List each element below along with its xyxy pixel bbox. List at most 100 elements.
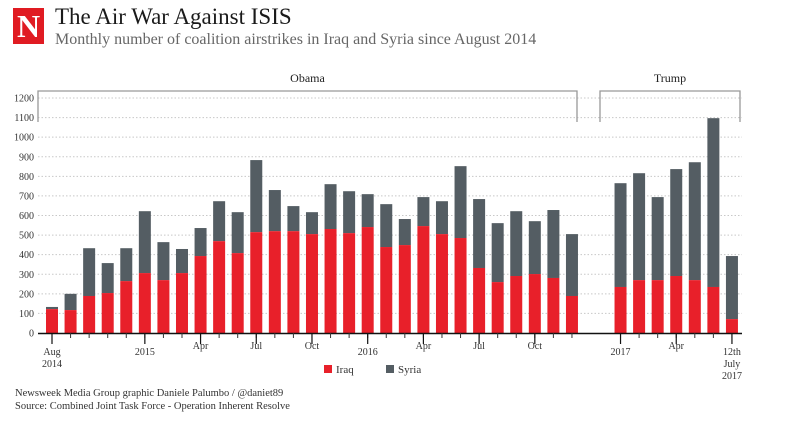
chart-subtitle: Monthly number of coalition airstrikes i… (55, 31, 537, 48)
x-tick-label: Oct (528, 341, 543, 352)
y-tick-label: 700 (19, 191, 34, 202)
bar-iraq (250, 232, 263, 333)
bar-iraq (510, 276, 523, 333)
bar-syria (120, 248, 133, 282)
bar-syria (175, 248, 188, 274)
bar-iraq (435, 234, 448, 333)
x-tick-label: Apr (416, 341, 432, 352)
bar-iraq (287, 231, 300, 333)
bar-iraq (528, 274, 541, 333)
bar-syria (547, 210, 560, 278)
bar-iraq (64, 310, 77, 333)
x-tick-label: Apr (668, 341, 684, 352)
bar-syria (138, 211, 151, 274)
bar-syria (614, 183, 627, 287)
bar-iraq (231, 253, 244, 333)
source-line: Source: Combined Joint Task Force - Oper… (15, 401, 290, 412)
bar-syria (343, 191, 356, 234)
x-tick-label: 2017 (611, 347, 631, 358)
bar-syria (268, 190, 281, 232)
bar-syria (670, 169, 683, 277)
bar-syria (157, 242, 170, 281)
y-tick-label: 600 (19, 211, 34, 222)
bar-syria (305, 212, 318, 235)
bar-iraq (83, 295, 96, 333)
bar-iraq (417, 226, 430, 333)
y-tick-label: 400 (19, 250, 34, 261)
bar-iraq (175, 273, 188, 333)
bar-syria (324, 184, 337, 230)
y-tick-label: 1100 (14, 113, 34, 124)
y-tick-label: 0 (29, 329, 34, 340)
bar-iraq (157, 280, 170, 333)
bar-iraq (324, 229, 337, 333)
bar-iraq (361, 227, 374, 333)
logo-letter: N (16, 8, 41, 44)
y-tick-label: 500 (19, 231, 34, 242)
bar-syria (651, 197, 664, 281)
bar-syria (491, 223, 504, 283)
x-tick-label: Jul (473, 341, 485, 352)
bar-iraq (454, 238, 467, 333)
bar-iraq (343, 233, 356, 333)
bar-syria (725, 256, 738, 320)
x-tick-label: July (724, 359, 741, 370)
bar-iraq (305, 234, 318, 333)
legend-swatch-syria (386, 365, 394, 373)
bar-iraq (614, 286, 627, 333)
x-tick-label: Jul (250, 341, 262, 352)
y-tick-label: 900 (19, 152, 34, 163)
bar-syria (194, 228, 207, 257)
legend-label-syria: Syria (398, 364, 421, 376)
bar-syria (417, 197, 430, 227)
credit-line: Newsweek Media Group graphic Daniele Pal… (15, 388, 284, 399)
y-tick-label: 100 (19, 309, 34, 320)
y-tick-label: 1000 (14, 133, 34, 144)
bar-iraq (633, 280, 646, 333)
era-label-trump: Trump (654, 71, 686, 85)
bar-syria (287, 206, 300, 232)
bar-iraq (398, 245, 411, 333)
x-tick-label: 2017 (722, 371, 742, 382)
bar-syria (231, 212, 244, 254)
bar-iraq (138, 273, 151, 333)
bar-syria (633, 173, 646, 281)
y-tick-label: 800 (19, 172, 34, 183)
bar-iraq (101, 293, 114, 333)
bar-syria (380, 204, 393, 248)
x-tick-label: 12th (723, 347, 741, 358)
y-tick-label: 200 (19, 289, 34, 300)
x-tick-label: 2015 (135, 347, 155, 358)
x-tick-label: Aug (43, 347, 60, 358)
era-label-obama: Obama (290, 71, 325, 85)
era-bracket (599, 90, 741, 122)
newsweek-logo: N (13, 8, 44, 44)
y-tick-label: 300 (19, 270, 34, 281)
legend: Iraq Syria (324, 364, 421, 376)
bars (46, 118, 738, 333)
bar-iraq (688, 280, 701, 333)
bar-iraq (547, 277, 560, 333)
bar-iraq (565, 295, 578, 333)
bar-syria (565, 234, 578, 296)
legend-swatch-iraq (324, 365, 332, 373)
bar-iraq (46, 309, 58, 333)
legend-label-iraq: Iraq (336, 364, 354, 376)
bar-syria (510, 211, 523, 277)
bar-syria (398, 219, 411, 246)
bar-iraq (707, 286, 720, 333)
bar-syria (528, 221, 541, 275)
bar-syria (454, 166, 467, 239)
bar-syria (473, 199, 486, 268)
x-tick-label: Oct (305, 341, 320, 352)
bar-syria (688, 162, 701, 281)
bar-iraq (651, 280, 664, 333)
era-bracket (37, 90, 578, 122)
bar-syria (361, 194, 374, 228)
bar-iraq (380, 247, 393, 333)
bar-iraq (194, 256, 207, 333)
bar-syria (435, 201, 448, 235)
bar-iraq (268, 231, 281, 333)
